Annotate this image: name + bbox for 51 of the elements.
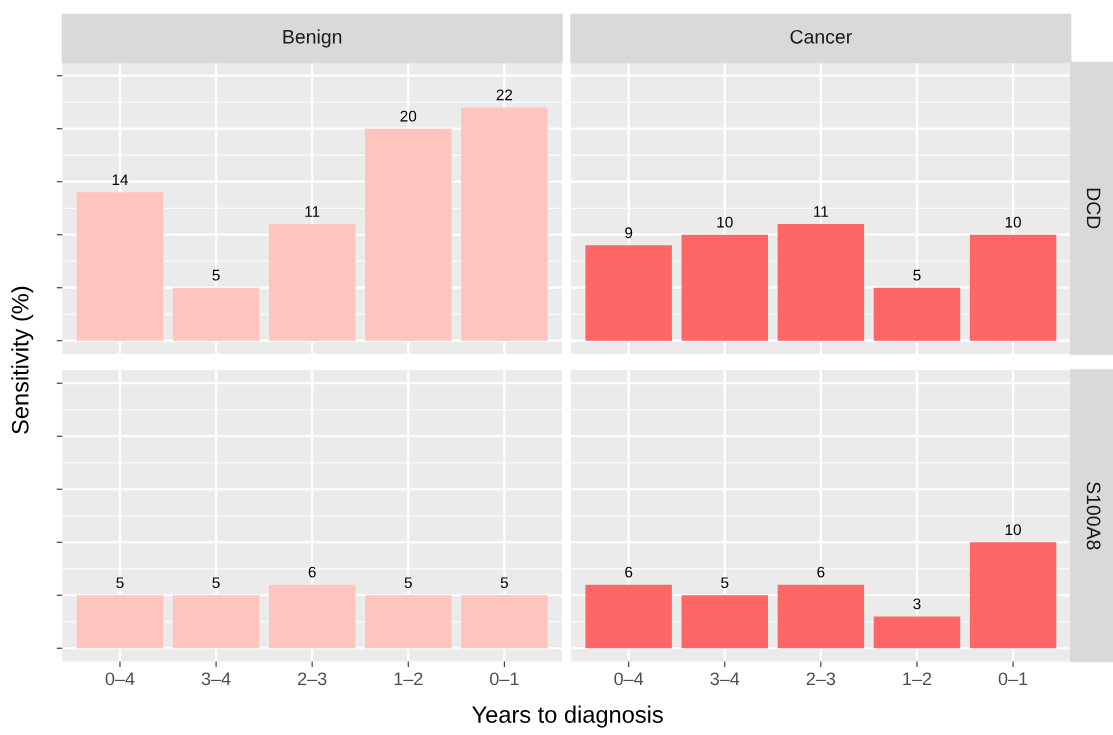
bar [365, 128, 452, 341]
data-label: 20 [400, 110, 417, 122]
y-axis-title: Sensitivity (%) [11, 286, 34, 434]
data-label: 6 [625, 566, 633, 578]
x-tick-label: 0–4 [105, 672, 135, 686]
x-tick-label: 0–1 [998, 672, 1028, 686]
y2-axis-title: S100A8 [1086, 482, 1101, 550]
bar [76, 192, 164, 341]
data-label: 5 [212, 269, 220, 281]
data-label: 14 [112, 174, 129, 185]
data-label: 5 [212, 577, 220, 589]
data-label: 10 [1005, 216, 1021, 228]
x-tick-label: 3–4 [710, 672, 740, 686]
x-axis-title: Years to diagnosis [472, 705, 663, 728]
data-label: 10 [717, 216, 733, 228]
bar [172, 287, 260, 341]
data-label: 5 [913, 269, 921, 281]
x-tick-label: 0–1 [490, 672, 519, 686]
x-tick-label: 2–3 [806, 672, 836, 686]
bar [969, 542, 1057, 649]
bar [461, 107, 548, 341]
bar [585, 584, 672, 649]
bar [777, 584, 865, 649]
data-label: 11 [305, 206, 320, 217]
y2-axis-title: DCD [1086, 188, 1101, 229]
bar [585, 245, 672, 341]
data-label: 6 [308, 566, 316, 578]
chart-title: Benign [283, 29, 342, 48]
data-label: 5 [500, 577, 508, 589]
bar [681, 595, 769, 649]
data-label: 10 [1005, 524, 1021, 536]
x-tick-label: 0–4 [614, 672, 644, 686]
bar [873, 616, 961, 649]
bar [873, 287, 961, 341]
data-label: 5 [404, 577, 412, 589]
data-label: 22 [496, 89, 513, 101]
chart-title: Cancer [790, 29, 852, 44]
bar [969, 234, 1057, 341]
data-label: 5 [721, 577, 729, 589]
data-label: 3 [913, 598, 921, 610]
x-tick-label: 1–2 [394, 672, 423, 685]
x-tick-label: 3–4 [201, 672, 231, 686]
x-tick-label: 1–2 [903, 672, 932, 685]
x-tick-label: 2–3 [298, 672, 327, 686]
bar [777, 224, 865, 341]
data-label: 5 [116, 577, 124, 589]
bar [681, 234, 769, 341]
data-label: 9 [625, 227, 633, 239]
data-label: 11 [814, 206, 829, 217]
bar [268, 224, 356, 341]
data-label: 6 [817, 566, 825, 578]
